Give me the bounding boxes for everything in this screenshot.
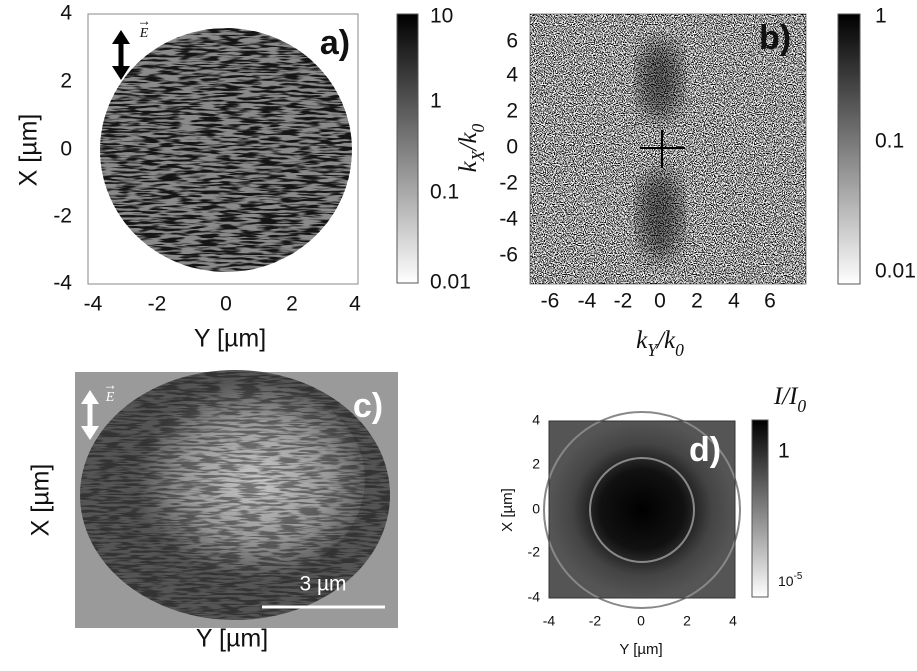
y-tick-label: 0 <box>60 138 72 161</box>
y-tick-label: -4 <box>528 589 541 605</box>
panel-d-image <box>543 411 741 609</box>
x-tick-label: 4 <box>728 290 740 313</box>
panel-label: c) <box>353 387 383 425</box>
colorbar-a <box>396 13 419 284</box>
x-tick-label: -4 <box>578 290 597 313</box>
x-axis-label: Y [µm] <box>196 625 268 653</box>
colorbar-tick-label: 10-5 <box>778 571 803 589</box>
y-tick-label: 2 <box>532 456 540 472</box>
y-tick-label: -2 <box>499 172 518 195</box>
label-part: -5 <box>794 571 803 582</box>
colorbar-tick-label: 1 <box>778 440 790 463</box>
x-axis-label: kY/k0 <box>636 327 684 360</box>
y-tick-label: 4 <box>60 2 72 25</box>
vector-arrow: → <box>103 377 117 393</box>
x-tick-label: 0 <box>637 613 645 629</box>
panel-b-image <box>529 13 807 285</box>
y-tick-label: -4 <box>499 208 518 231</box>
colorbar-title: I/I0 <box>773 383 807 416</box>
y-axis-label: X [µm] <box>15 114 43 187</box>
y-tick-label: 0.1 <box>430 181 459 204</box>
label-part: I/I <box>773 383 799 410</box>
x-tick-label: -2 <box>589 613 602 629</box>
x-tick-label: 0 <box>220 293 232 316</box>
x-axis-label: Y [µm] <box>619 641 662 658</box>
panel-c-image <box>75 370 398 628</box>
y-tick-label: 4 <box>506 64 518 87</box>
x-tick-label: -4 <box>543 613 556 629</box>
y-tick-label: -2 <box>53 205 72 228</box>
y-tick-label: 0 <box>532 501 540 517</box>
y-axis-label: X [µm] <box>499 488 516 532</box>
y-tick-label: 4 <box>532 412 540 428</box>
colorbar-d <box>751 419 769 598</box>
x-tick-label: 2 <box>286 293 298 316</box>
label-part: k <box>455 160 482 172</box>
x-tick-label: 2 <box>683 613 691 629</box>
field-label: E <box>105 390 115 405</box>
panel-label: b) <box>759 19 791 57</box>
panel-a-image <box>87 13 359 285</box>
panel-label: d) <box>689 431 721 469</box>
y-tick-label: 2 <box>60 70 72 93</box>
x-tick-label: 4 <box>349 293 361 316</box>
field-label: E <box>139 26 149 41</box>
vector-arrow: → <box>137 13 151 29</box>
y-tick-label: 1 <box>875 5 887 28</box>
y-tick-label: 2 <box>506 100 518 123</box>
x-tick-label: 0 <box>654 290 666 313</box>
x-tick-label: -2 <box>148 293 167 316</box>
label-part: Y <box>647 340 659 360</box>
label-part: X <box>468 149 488 162</box>
y-tick-label: -4 <box>53 272 72 295</box>
x-tick-label: 6 <box>764 290 776 313</box>
label-part: 0 <box>468 123 488 132</box>
y-axis-label: X [µm] <box>27 464 55 537</box>
scale-bar-label: 3 µm <box>299 573 346 596</box>
label-part: /k <box>655 327 676 354</box>
x-tick-label: -2 <box>614 290 633 313</box>
x-axis-label: Y [µm] <box>194 325 266 353</box>
label-part: 10 <box>778 573 794 589</box>
panel-label: a) <box>320 24 350 62</box>
y-tick-label: 6 <box>506 30 518 53</box>
label-part: 0 <box>797 396 806 416</box>
y-tick-label: 0.01 <box>875 260 916 283</box>
field-arrow-c <box>81 390 99 440</box>
x-tick-label: 2 <box>691 290 703 313</box>
y-axis-label: kX/k0 <box>455 123 488 172</box>
y-tick-label: 1 <box>430 90 442 113</box>
y-tick-label: 0.1 <box>875 130 904 153</box>
y-tick-label: -6 <box>499 244 518 267</box>
x-tick-label: -4 <box>84 293 103 316</box>
y-tick-label: 0 <box>506 136 518 159</box>
y-tick-label: 10 <box>430 5 453 28</box>
y-tick-label: -2 <box>528 544 541 560</box>
label-part: 0 <box>675 340 684 360</box>
colorbar-b <box>837 13 861 285</box>
label-part: k <box>636 327 648 354</box>
x-tick-label: -6 <box>541 290 560 313</box>
label-part: /k <box>455 132 482 153</box>
y-tick-label: 0.01 <box>430 271 471 294</box>
field-arrow-a <box>112 30 130 80</box>
x-tick-label: 4 <box>729 613 737 629</box>
